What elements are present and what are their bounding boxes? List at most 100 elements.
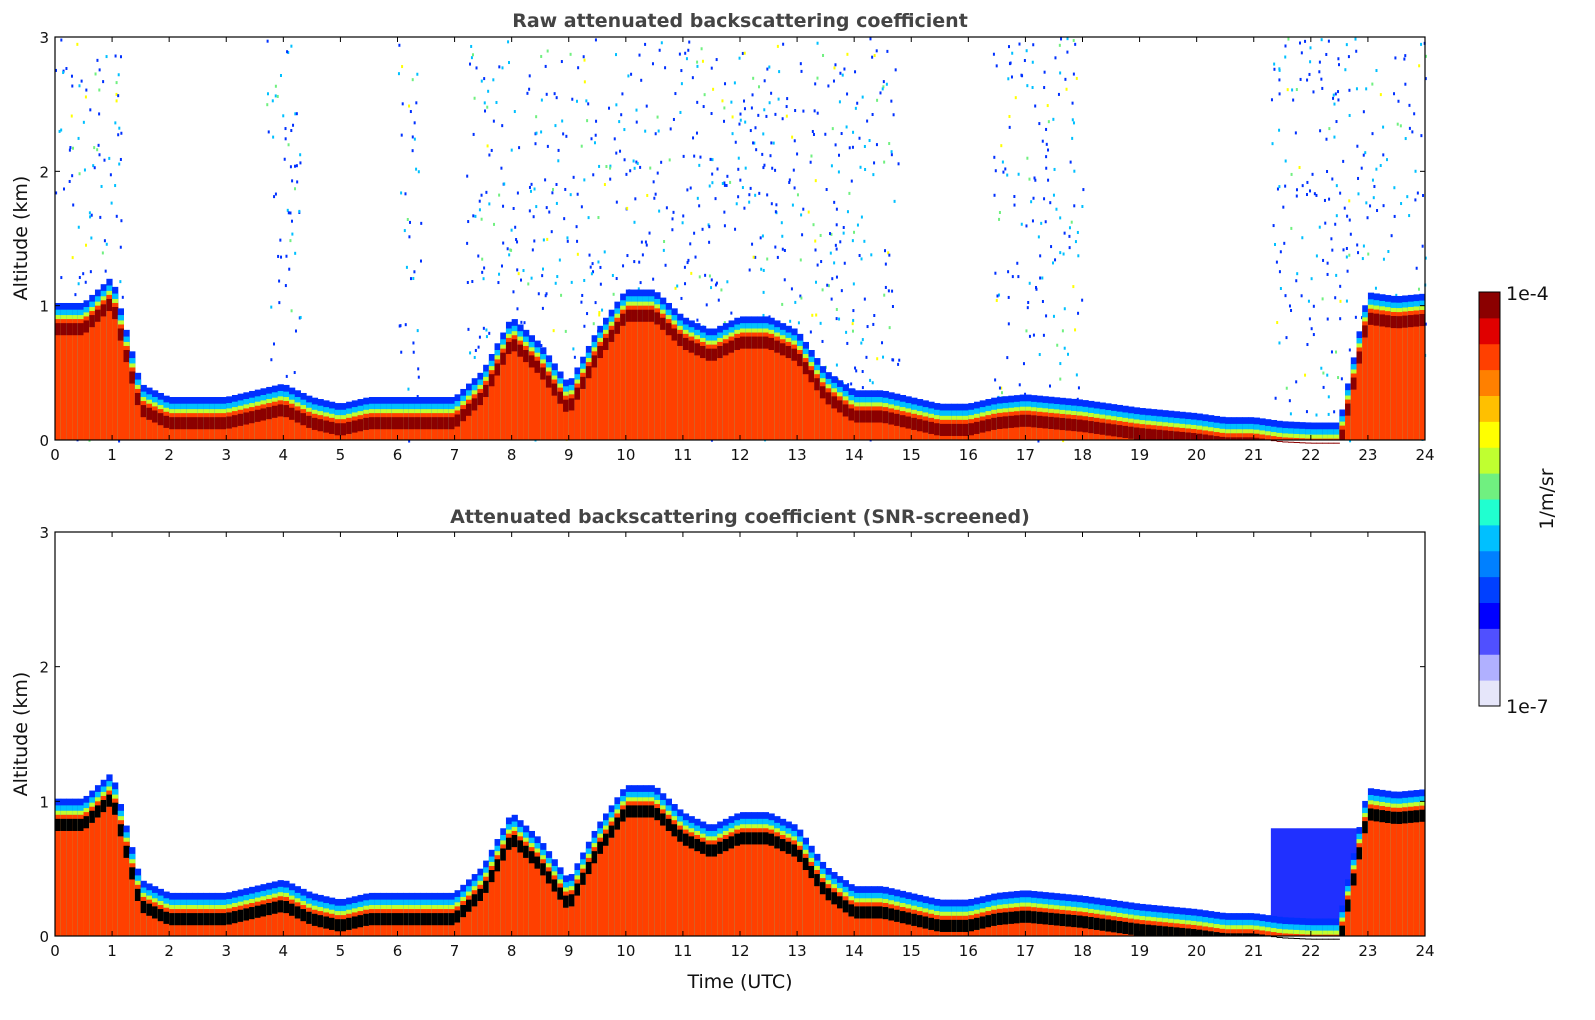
noise-speckle bbox=[492, 119, 495, 123]
strong-backscatter-band bbox=[1082, 420, 1089, 433]
backscatter-column bbox=[557, 883, 564, 936]
strong-backscatter-band bbox=[956, 423, 964, 436]
strong-backscatter-band bbox=[1156, 429, 1163, 440]
strong-backscatter-band bbox=[289, 903, 296, 916]
noise-speckle bbox=[1274, 396, 1277, 400]
noise-speckle bbox=[94, 72, 97, 76]
noise-speckle bbox=[544, 294, 547, 298]
noise-speckle bbox=[1387, 250, 1390, 254]
noise-speckle bbox=[115, 214, 118, 218]
noise-speckle bbox=[993, 155, 996, 159]
noise-speckle bbox=[419, 259, 422, 263]
strong-backscatter-band bbox=[117, 328, 124, 341]
backscatter-column bbox=[477, 884, 484, 936]
backscatter-column bbox=[637, 305, 644, 440]
backscatter-column bbox=[1310, 930, 1318, 936]
noise-speckle bbox=[502, 204, 505, 208]
noise-speckle bbox=[875, 143, 878, 147]
noise-speckle bbox=[1008, 62, 1011, 66]
noise-speckle bbox=[1404, 137, 1407, 141]
noise-speckle bbox=[597, 216, 600, 220]
backscatter-column bbox=[1288, 433, 1295, 440]
strong-backscatter-band bbox=[1059, 913, 1066, 927]
noise-speckle bbox=[792, 168, 795, 172]
noise-speckle bbox=[550, 230, 553, 234]
noise-speckle bbox=[1345, 255, 1348, 259]
noise-speckle bbox=[594, 38, 597, 42]
strong-backscatter-band bbox=[808, 370, 815, 383]
backscatter-column bbox=[89, 311, 96, 440]
strong-backscatter-band bbox=[934, 423, 941, 436]
noise-speckle bbox=[585, 99, 588, 103]
strong-backscatter-band bbox=[277, 900, 284, 913]
noise-speckle bbox=[582, 55, 585, 59]
strong-backscatter-band bbox=[968, 423, 975, 436]
noise-speckle bbox=[404, 323, 407, 327]
noise-speckle bbox=[644, 129, 647, 133]
strong-backscatter-band bbox=[671, 824, 678, 837]
noise-speckle bbox=[639, 281, 642, 285]
noise-speckle bbox=[1047, 148, 1050, 152]
noise-speckle bbox=[553, 92, 556, 96]
noise-speckle bbox=[693, 231, 696, 235]
strong-backscatter-band bbox=[1151, 429, 1158, 440]
noise-speckle bbox=[882, 85, 885, 89]
strong-backscatter-band bbox=[311, 417, 319, 430]
backscatter-column bbox=[1316, 934, 1323, 936]
backscatter-column bbox=[1390, 807, 1397, 936]
strong-backscatter-band bbox=[1088, 917, 1095, 930]
noise-speckle bbox=[74, 293, 77, 297]
noise-speckle bbox=[540, 54, 543, 58]
strong-backscatter-band bbox=[1116, 425, 1123, 438]
backscatter-column bbox=[568, 394, 575, 440]
noise-speckle bbox=[1081, 298, 1084, 302]
noise-speckle bbox=[1373, 185, 1376, 189]
backscatter-column bbox=[591, 351, 598, 440]
noise-speckle bbox=[652, 277, 655, 281]
noise-speckle bbox=[580, 300, 583, 304]
noise-speckle bbox=[830, 232, 833, 236]
backscatter-column bbox=[134, 884, 142, 936]
noise-speckle bbox=[1319, 129, 1322, 133]
noise-speckle bbox=[663, 240, 666, 244]
noise-speckle bbox=[477, 254, 480, 258]
x-tick-label: 21 bbox=[1244, 942, 1263, 960]
strong-backscatter-band bbox=[768, 833, 775, 846]
noise-speckle bbox=[796, 152, 799, 156]
backscatter-column bbox=[249, 407, 256, 440]
strong-backscatter-band bbox=[1305, 938, 1312, 940]
noise-speckle bbox=[1343, 206, 1346, 210]
noise-speckle bbox=[1375, 167, 1378, 171]
noise-speckle bbox=[1065, 87, 1068, 91]
noise-speckle bbox=[294, 187, 297, 191]
noise-speckle bbox=[1298, 165, 1301, 169]
strong-backscatter-band bbox=[1025, 910, 1032, 923]
noise-speckle bbox=[888, 326, 891, 330]
noise-speckle bbox=[1304, 373, 1307, 377]
strong-backscatter-band bbox=[1053, 913, 1061, 926]
noise-speckle bbox=[1047, 120, 1050, 124]
noise-speckle bbox=[635, 120, 638, 124]
noise-speckle bbox=[1016, 261, 1019, 265]
noise-speckle bbox=[473, 355, 476, 359]
noise-speckle bbox=[599, 265, 602, 269]
noise-speckle bbox=[477, 345, 480, 349]
noise-speckle bbox=[1285, 386, 1288, 390]
backscatter-column bbox=[505, 833, 513, 936]
noise-speckle bbox=[807, 210, 810, 214]
noise-speckle bbox=[801, 233, 804, 237]
noise-speckle bbox=[1002, 170, 1005, 174]
backscatter-column bbox=[1379, 806, 1386, 936]
noise-speckle bbox=[580, 205, 583, 209]
x-tick-label: 6 bbox=[393, 942, 403, 960]
noise-speckle bbox=[277, 254, 280, 258]
noise-speckle bbox=[498, 272, 501, 276]
noise-speckle bbox=[1041, 299, 1044, 303]
noise-speckle bbox=[287, 51, 290, 55]
noise-speckle bbox=[290, 129, 293, 133]
noise-speckle bbox=[774, 210, 777, 214]
noise-speckle bbox=[121, 295, 124, 299]
noise-speckle bbox=[1076, 230, 1079, 234]
x-tick-label: 16 bbox=[959, 942, 978, 960]
strong-backscatter-band bbox=[1413, 810, 1420, 823]
